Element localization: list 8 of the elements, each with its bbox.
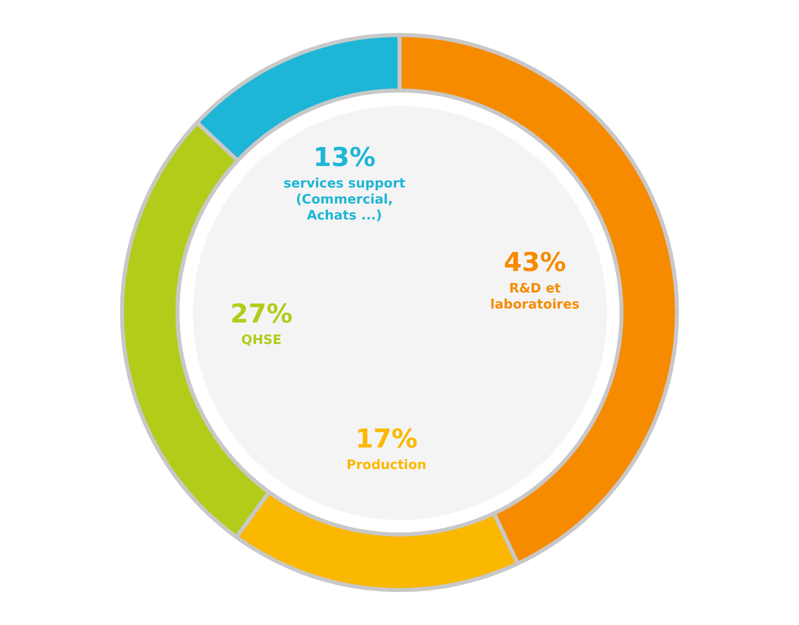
data-label: 43% <box>504 248 566 278</box>
data-label: 27% <box>230 299 292 330</box>
data-label: 17% <box>355 424 418 454</box>
slice-label: R&D et laboratoires <box>490 282 580 313</box>
slice-label: Production <box>346 458 426 474</box>
slice-label: services support (Commercial, Achats ...) <box>283 176 406 224</box>
data-label: 13% <box>313 142 376 173</box>
slice-label: QHSE <box>241 332 282 348</box>
